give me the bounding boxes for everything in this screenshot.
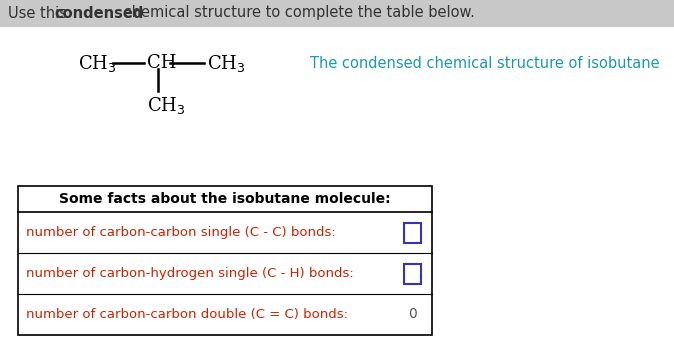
Text: CH$_3$: CH$_3$	[147, 96, 185, 117]
Text: Some facts about the isobutane molecule:: Some facts about the isobutane molecule:	[59, 192, 391, 206]
Text: Use this: Use this	[8, 5, 71, 21]
Text: The condensed chemical structure of isobutane: The condensed chemical structure of isob…	[310, 55, 660, 71]
Bar	[404, 264, 421, 284]
Text: 0: 0	[408, 308, 417, 321]
Text: CH: CH	[147, 54, 177, 72]
Text: number of carbon-carbon single (C - C) bonds:: number of carbon-carbon single (C - C) b…	[26, 226, 336, 239]
Text: CH$_3$: CH$_3$	[207, 52, 245, 73]
Text: CH$_3$: CH$_3$	[78, 52, 117, 73]
Bar	[0, 0, 674, 26]
Text: chemical structure to complete the table below.: chemical structure to complete the table…	[119, 5, 475, 21]
Text: number of carbon-carbon double (C = C) bonds:: number of carbon-carbon double (C = C) b…	[26, 308, 348, 321]
Text: condensed: condensed	[54, 5, 144, 21]
Bar	[18, 186, 432, 335]
Text: number of carbon-hydrogen single (C - H) bonds:: number of carbon-hydrogen single (C - H)…	[26, 267, 354, 280]
Bar	[404, 222, 421, 242]
